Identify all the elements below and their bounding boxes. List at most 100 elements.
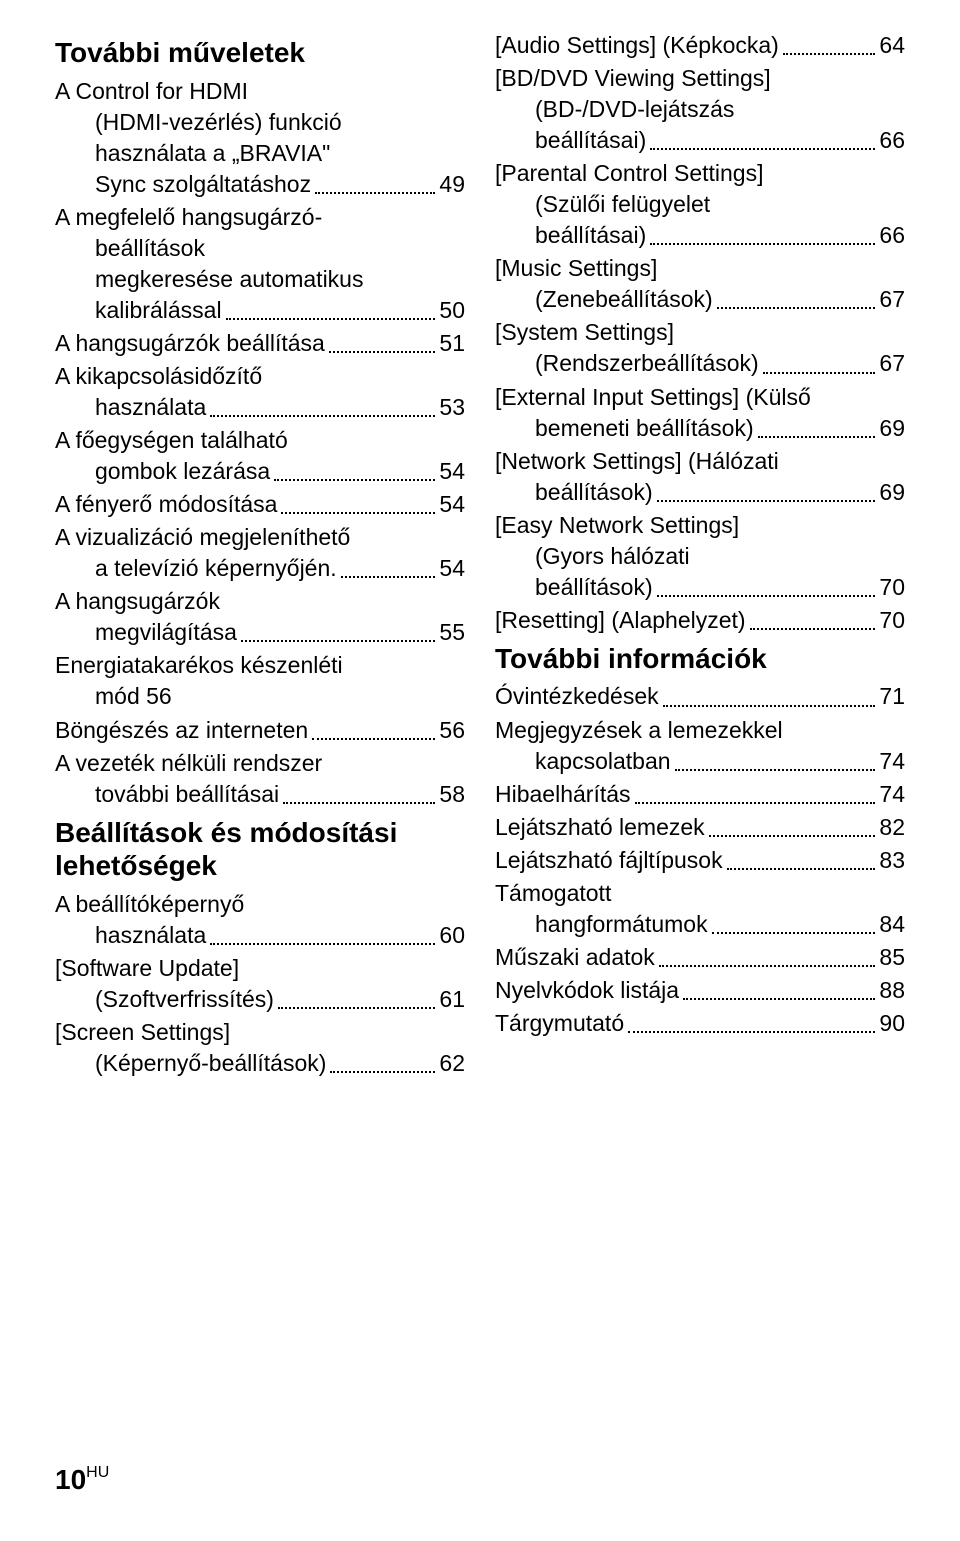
toc-page: 54 (439, 489, 465, 520)
toc-page: 66 (879, 125, 905, 156)
toc-row: bemeneti beállítások) 69 (495, 413, 905, 444)
toc-text: [Music Settings] (495, 253, 905, 284)
toc-text: A fényerő módosítása (55, 489, 277, 520)
toc-row: Óvintézkedések 71 (495, 681, 905, 712)
toc-text: (Képernyő-beállítások) (95, 1048, 326, 1079)
page-footer: 10HU (55, 1464, 109, 1496)
toc-text: beállításai) (535, 220, 646, 251)
toc-row: Hibaelhárítás 74 (495, 779, 905, 810)
toc-page: 56 (439, 715, 465, 746)
toc-row: A hangsugárzók beállítása 51 (55, 328, 465, 359)
toc-text: mód 56 (55, 681, 465, 712)
toc-page: 49 (439, 169, 465, 200)
toc-leader (763, 372, 876, 374)
section-heading: További műveletek (55, 36, 465, 70)
toc-entry: [Network Settings] (Hálózati beállítások… (495, 446, 905, 508)
toc-leader (717, 307, 876, 309)
toc-row: (Zenebeállítások) 67 (495, 284, 905, 315)
toc-row: a televízió képernyőjén. 54 (55, 553, 465, 584)
toc-text: kapcsolatban (535, 746, 671, 777)
toc-leader (675, 769, 876, 771)
toc-text: Tárgymutató (495, 1008, 624, 1039)
toc-page: 90 (879, 1008, 905, 1039)
toc-entry: A vezeték nélküli rendszer további beáll… (55, 748, 465, 810)
section-heading: További információk (495, 642, 905, 676)
toc-entry: A fényerő módosítása 54 (55, 489, 465, 520)
toc-page: 58 (439, 779, 465, 810)
toc-text: beállítások) (535, 477, 653, 508)
toc-page: 54 (439, 553, 465, 584)
toc-leader (341, 576, 436, 578)
left-column: További műveletek A Control for HDMI (HD… (55, 30, 465, 1081)
page-lang: HU (86, 1464, 109, 1481)
toc-text: A kikapcsolásidőzítő (55, 361, 465, 392)
toc-page: 67 (879, 284, 905, 315)
toc-text: hangformátumok (535, 909, 708, 940)
toc-entry: Böngészés az interneten 56 (55, 715, 465, 746)
toc-row: [Audio Settings] (Képkocka) 64 (495, 30, 905, 61)
toc-entry: A beállítóképernyő használata 60 (55, 889, 465, 951)
toc-text: [Easy Network Settings] (495, 510, 905, 541)
toc-leader (315, 192, 435, 194)
toc-row: Lejátszható fájltípusok 83 (495, 845, 905, 876)
toc-row: kapcsolatban 74 (495, 746, 905, 777)
heading-line: Beállítások és módosítási (55, 816, 465, 850)
toc-entry: [Easy Network Settings] (Gyors hálózati … (495, 510, 905, 603)
toc-row: használata 53 (55, 392, 465, 423)
toc-entry: Műszaki adatok 85 (495, 942, 905, 973)
toc-text: A vezeték nélküli rendszer (55, 748, 465, 779)
toc-text: A vizualizáció megjeleníthető (55, 522, 465, 553)
toc-page: 70 (879, 572, 905, 603)
toc-entry: [Screen Settings] (Képernyő-beállítások)… (55, 1017, 465, 1079)
toc-text: [Software Update] (55, 953, 465, 984)
toc-leader (683, 998, 875, 1000)
toc-page: 82 (879, 812, 905, 843)
toc-entry: [Audio Settings] (Képkocka) 64 (495, 30, 905, 61)
toc-entry: [External Input Settings] (Külső bemenet… (495, 382, 905, 444)
toc-text: [Audio Settings] (Képkocka) (495, 30, 779, 61)
toc-text: [Parental Control Settings] (495, 158, 905, 189)
toc-page: 70 (879, 605, 905, 636)
toc-leader (650, 148, 875, 150)
toc-leader (635, 802, 876, 804)
toc-leader (278, 1007, 435, 1009)
toc-text: használata (95, 392, 206, 423)
toc-leader (226, 318, 436, 320)
toc-text: (Szülői felügyelet (495, 189, 905, 220)
toc-entry: A megfelelő hangsugárzó- beállítások meg… (55, 202, 465, 326)
toc-row: beállítások) 70 (495, 572, 905, 603)
toc-row: (Szoftverfrissítés) 61 (55, 984, 465, 1015)
toc-page: 67 (879, 348, 905, 379)
toc-page: 74 (879, 779, 905, 810)
section-heading: Beállítások és módosítási lehetőségek (55, 816, 465, 883)
toc-text: (HDMI-vezérlés) funkció (55, 107, 465, 138)
toc-text: megvilágítása (95, 617, 237, 648)
toc-text: használata a „BRAVIA" (55, 138, 465, 169)
toc-leader (329, 351, 436, 353)
toc-leader (663, 705, 876, 707)
toc-entry: [Music Settings] (Zenebeállítások) 67 (495, 253, 905, 315)
toc-text: A hangsugárzók (55, 586, 465, 617)
toc-row: [Resetting] (Alaphelyzet) 70 (495, 605, 905, 636)
toc-row: további beállításai 58 (55, 779, 465, 810)
toc-entry: A hangsugárzók beállítása 51 (55, 328, 465, 359)
page-number: 10 (55, 1464, 86, 1495)
toc-entry: [Resetting] (Alaphelyzet) 70 (495, 605, 905, 636)
toc-text: beállításai) (535, 125, 646, 156)
toc-page: 88 (879, 975, 905, 1006)
toc-leader (210, 943, 435, 945)
toc-leader (657, 500, 876, 502)
toc-entry: Támogatott hangformátumok 84 (495, 878, 905, 940)
toc-row: megvilágítása 55 (55, 617, 465, 648)
toc-text: Megjegyzések a lemezekkel (495, 715, 905, 746)
toc-entry: A Control for HDMI (HDMI-vezérlés) funkc… (55, 76, 465, 200)
toc-row: hangformátumok 84 (495, 909, 905, 940)
toc-leader (274, 479, 435, 481)
toc-page: 66 (879, 220, 905, 251)
toc-text: Sync szolgáltatáshoz (95, 169, 311, 200)
toc-entry: Óvintézkedések 71 (495, 681, 905, 712)
toc-page: 62 (439, 1048, 465, 1079)
toc-text: Lejátszható fájltípusok (495, 845, 723, 876)
toc-leader (783, 53, 876, 55)
toc-text: (Zenebeállítások) (535, 284, 713, 315)
